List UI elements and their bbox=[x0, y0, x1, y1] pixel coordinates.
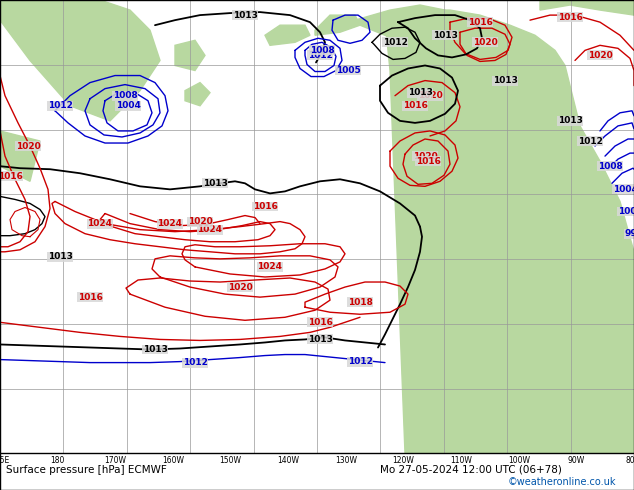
Text: 1012: 1012 bbox=[347, 357, 372, 366]
Text: 80W: 80W bbox=[625, 456, 634, 465]
Text: 180: 180 bbox=[51, 456, 65, 465]
Text: 1005: 1005 bbox=[335, 66, 360, 75]
Polygon shape bbox=[265, 25, 310, 46]
Text: 1012: 1012 bbox=[307, 51, 332, 60]
Text: 175E: 175E bbox=[0, 456, 10, 465]
Text: 1000: 1000 bbox=[618, 207, 634, 216]
Text: 1013: 1013 bbox=[143, 345, 167, 354]
Text: 1008: 1008 bbox=[598, 162, 623, 171]
Polygon shape bbox=[185, 83, 210, 106]
Text: 1013: 1013 bbox=[202, 179, 228, 188]
Polygon shape bbox=[0, 131, 40, 181]
Text: Surface pressure [hPa] ECMWF: Surface pressure [hPa] ECMWF bbox=[6, 465, 167, 475]
Text: 90W: 90W bbox=[567, 456, 585, 465]
Text: 1016: 1016 bbox=[415, 157, 441, 166]
Text: 1020: 1020 bbox=[418, 91, 443, 100]
Text: 1013: 1013 bbox=[307, 335, 332, 344]
Text: 1012: 1012 bbox=[578, 137, 602, 146]
Text: 1004: 1004 bbox=[612, 185, 634, 194]
Text: 1013: 1013 bbox=[233, 11, 257, 20]
Text: 1020: 1020 bbox=[188, 217, 212, 226]
Text: 150W: 150W bbox=[219, 456, 242, 465]
Text: 1008: 1008 bbox=[113, 91, 138, 100]
Text: 100W: 100W bbox=[508, 456, 530, 465]
Text: 1012: 1012 bbox=[382, 38, 408, 47]
Text: 1013: 1013 bbox=[48, 252, 72, 261]
Polygon shape bbox=[175, 40, 205, 71]
Polygon shape bbox=[540, 0, 634, 15]
Text: 1016: 1016 bbox=[77, 293, 103, 302]
Text: 996: 996 bbox=[624, 229, 634, 238]
Text: 1013: 1013 bbox=[408, 88, 432, 97]
Text: 1016: 1016 bbox=[403, 101, 427, 110]
Polygon shape bbox=[555, 373, 585, 413]
Text: 1020: 1020 bbox=[413, 151, 437, 161]
Text: 1013: 1013 bbox=[557, 116, 583, 125]
Text: 130W: 130W bbox=[335, 456, 357, 465]
Polygon shape bbox=[505, 322, 525, 393]
Text: 170W: 170W bbox=[104, 456, 126, 465]
Text: 1020: 1020 bbox=[472, 38, 498, 47]
Text: 1016: 1016 bbox=[557, 13, 583, 22]
Text: 1016: 1016 bbox=[307, 318, 332, 327]
Text: 1004: 1004 bbox=[115, 101, 141, 110]
Text: 160W: 160W bbox=[162, 456, 184, 465]
Text: 1016: 1016 bbox=[0, 172, 22, 181]
Text: 1012: 1012 bbox=[48, 101, 72, 110]
Text: 1013: 1013 bbox=[432, 31, 458, 40]
Text: 1012: 1012 bbox=[183, 358, 207, 367]
Text: 1020: 1020 bbox=[588, 51, 612, 60]
Polygon shape bbox=[0, 0, 160, 121]
Text: 140W: 140W bbox=[277, 456, 299, 465]
Text: 1020: 1020 bbox=[228, 283, 252, 292]
Text: 1024: 1024 bbox=[87, 219, 112, 228]
Text: 120W: 120W bbox=[392, 456, 415, 465]
Polygon shape bbox=[385, 10, 634, 453]
Text: 1024: 1024 bbox=[198, 225, 223, 234]
Text: 1016: 1016 bbox=[467, 18, 493, 26]
Text: 1016: 1016 bbox=[252, 202, 278, 211]
Polygon shape bbox=[345, 5, 460, 50]
Text: 1018: 1018 bbox=[347, 297, 372, 307]
Text: 1024: 1024 bbox=[257, 263, 283, 271]
Text: 1020: 1020 bbox=[16, 142, 41, 150]
Text: 1024: 1024 bbox=[157, 219, 183, 228]
Text: 110W: 110W bbox=[450, 456, 472, 465]
Text: ©weatheronline.co.uk: ©weatheronline.co.uk bbox=[507, 477, 616, 487]
Text: 1008: 1008 bbox=[309, 46, 334, 55]
Polygon shape bbox=[315, 15, 360, 35]
Text: Mo 27-05-2024 12:00 UTC (06+78): Mo 27-05-2024 12:00 UTC (06+78) bbox=[380, 465, 562, 475]
Text: 1013: 1013 bbox=[493, 76, 517, 85]
